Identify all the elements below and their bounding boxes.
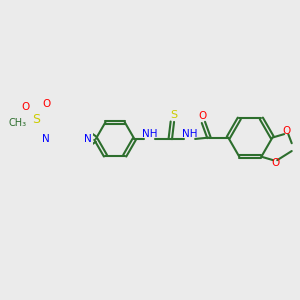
Text: O: O [272, 158, 280, 168]
Text: O: O [198, 110, 206, 121]
Text: NH: NH [182, 129, 197, 139]
Text: O: O [21, 101, 29, 112]
Text: NH: NH [142, 129, 157, 139]
Text: O: O [42, 99, 50, 109]
Text: N: N [84, 134, 92, 144]
Text: N: N [42, 134, 50, 144]
Text: O: O [283, 126, 291, 136]
Text: S: S [170, 110, 177, 120]
Text: CH₃: CH₃ [8, 118, 26, 128]
Text: S: S [32, 113, 40, 126]
